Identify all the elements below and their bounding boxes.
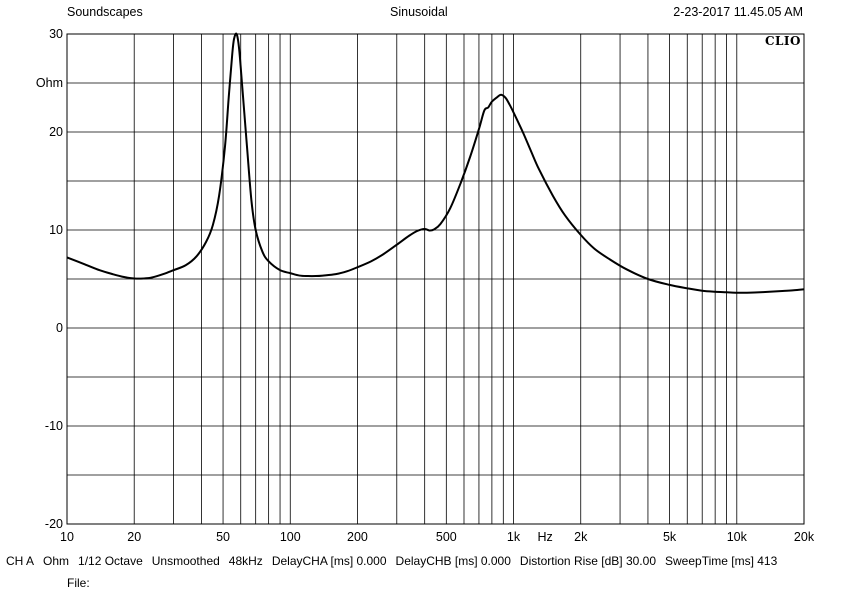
header-left-label: Soundscapes xyxy=(67,5,143,19)
plot-frame xyxy=(66,33,805,525)
y-tick-label: 20 xyxy=(49,125,63,139)
footer-setting: CH A xyxy=(6,554,35,568)
footer-setting: Distortion Rise [dB] 30.00 xyxy=(519,554,656,568)
footer-setting: SweepTime [ms] 413 xyxy=(665,554,778,568)
footer-setting: Ohm xyxy=(43,554,70,568)
x-tick-label: 10 xyxy=(60,530,74,544)
x-tick-label: 200 xyxy=(347,530,368,544)
footer-setting: Unsmoothed xyxy=(151,554,220,568)
header-timestamp: 2-23-2017 11.45.05 AM xyxy=(673,5,803,19)
grid xyxy=(66,33,805,525)
file-label: File: xyxy=(67,576,90,590)
footer-setting: DelayCHB [ms] 0.000 xyxy=(395,554,511,568)
y-tick-label: 30 xyxy=(49,27,63,41)
x-axis-label: Hz xyxy=(537,530,552,544)
y-tick-label: 0 xyxy=(56,321,63,335)
header-center-label: Sinusoidal xyxy=(390,5,448,19)
x-tick-label: 20 xyxy=(127,530,141,544)
impedance-curve xyxy=(66,32,805,294)
brand-logo: CLIO xyxy=(764,34,801,48)
x-tick-label: 2k xyxy=(574,530,588,544)
y-tick-label: -20 xyxy=(45,517,63,531)
footer-settings: CH A Ohm 1/12 Octave Unsmoothed 48kHz DelayCH… xyxy=(6,554,786,568)
x-tick-label: 1k xyxy=(507,530,521,544)
series-layer xyxy=(66,32,805,294)
y-tick-label: -10 xyxy=(45,419,63,433)
footer-setting: 1/12 Octave xyxy=(78,554,143,568)
x-tick-label: 100 xyxy=(280,530,301,544)
x-tick-label: 5k xyxy=(663,530,677,544)
footer-setting: DelayCHA [ms] 0.000 xyxy=(271,554,387,568)
x-tick-label: 20k xyxy=(794,530,815,544)
footer-setting: 48kHz xyxy=(228,554,263,568)
y-tick-label: 10 xyxy=(49,223,63,237)
x-tick-label: 500 xyxy=(436,530,457,544)
x-tick-label: 50 xyxy=(216,530,230,544)
x-tick-label: 10k xyxy=(727,530,748,544)
y-axis-label: Ohm xyxy=(36,76,63,90)
